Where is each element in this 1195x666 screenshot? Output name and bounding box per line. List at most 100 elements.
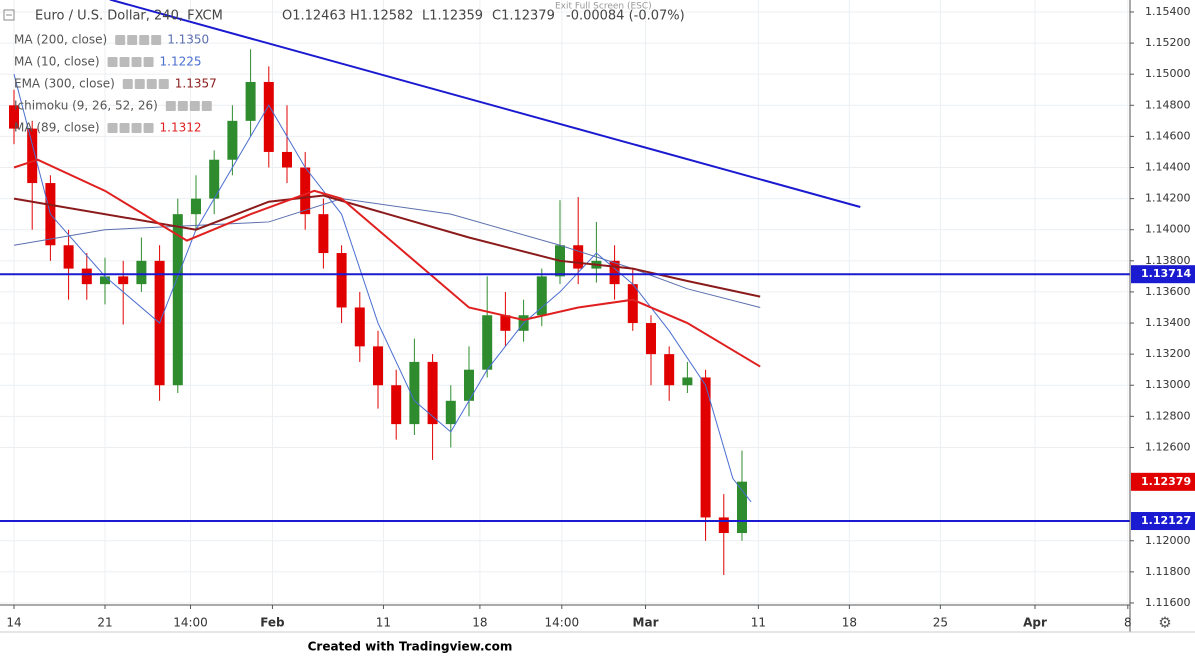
exit-full-screen[interactable]: Exit Full Screen (ESC)	[555, 2, 652, 12]
y-tick-label: 1.14600	[1145, 129, 1191, 142]
candle-body	[609, 260, 620, 285]
legend-button[interactable]	[107, 57, 118, 67]
candle-body	[354, 307, 365, 347]
candle-body	[281, 151, 292, 168]
legend-button[interactable]	[201, 101, 212, 111]
candle-body	[336, 253, 347, 308]
legend-button[interactable]	[127, 35, 138, 45]
y-tick-label: 1.15400	[1145, 5, 1191, 18]
x-tick-label: Feb	[260, 616, 285, 630]
candle-body	[245, 81, 256, 121]
candle-body	[736, 481, 747, 533]
y-tick-label: 1.15000	[1145, 67, 1191, 80]
candle-body	[664, 354, 675, 386]
footer: Created with Tradingview.com	[308, 640, 513, 654]
candle-body	[409, 361, 420, 425]
ohlc-open: O1.12463	[282, 9, 346, 24]
legend-button[interactable]	[131, 123, 142, 133]
legend-name[interactable]: MA (200, close)	[14, 33, 107, 47]
x-tick-label: 11	[376, 616, 391, 630]
indicator-line	[13, 74, 752, 503]
legend-button[interactable]	[151, 35, 162, 45]
candle-body	[118, 276, 129, 285]
ohlc-close: C1.12379	[492, 9, 555, 24]
legend-button[interactable]	[119, 123, 130, 133]
level-label: 1.13714	[1141, 267, 1191, 280]
legend-button[interactable]	[139, 35, 150, 45]
candle-body	[536, 276, 547, 316]
y-tick-label: 1.14400	[1145, 161, 1191, 174]
legend-button[interactable]	[119, 57, 130, 67]
legend-button[interactable]	[146, 79, 157, 89]
candle-body	[573, 245, 584, 269]
legend-button[interactable]	[189, 101, 200, 111]
y-tick-label: 1.13200	[1145, 347, 1191, 360]
collapse-icon[interactable]	[3, 9, 15, 21]
x-tick-label: 14:00	[545, 616, 580, 630]
candle-body	[209, 159, 220, 199]
legend-name[interactable]: EMA (300, close)	[14, 77, 115, 91]
ohlc-high: H1.12582	[350, 9, 414, 24]
y-tick-label: 1.14000	[1145, 223, 1191, 236]
y-tick-label: 1.11600	[1145, 596, 1191, 609]
indicator-line	[13, 158, 761, 368]
x-tick-label: 18	[472, 616, 487, 630]
ohlc-low: L1.12359	[422, 9, 483, 24]
x-tick-label: 14	[6, 616, 21, 630]
candle-body	[190, 198, 201, 215]
legend-button[interactable]	[134, 79, 145, 89]
symbol[interactable]: Euro / U.S. Dollar, 240, FXCM	[35, 9, 223, 24]
candle-body	[391, 385, 402, 425]
candle-body	[682, 377, 693, 386]
indicator-line	[13, 194, 761, 298]
x-tick-label: Mar	[633, 616, 659, 630]
candle-body	[136, 260, 147, 285]
candle-body	[445, 400, 456, 425]
level-label-bg	[1131, 265, 1195, 284]
candle-body	[700, 377, 711, 518]
y-tick-label: 1.15200	[1145, 36, 1191, 49]
last-price-bg	[1131, 472, 1195, 491]
x-tick-label: Apr	[1023, 616, 1047, 630]
legend-button[interactable]	[165, 101, 176, 111]
x-tick-label: 25	[933, 616, 948, 630]
legend-button[interactable]	[143, 57, 154, 67]
candle-body	[463, 369, 474, 401]
candle-body	[300, 167, 311, 215]
y-tick-label: 1.12800	[1145, 409, 1191, 422]
candle-body	[318, 214, 329, 254]
legend-button[interactable]	[115, 35, 126, 45]
y-tick-label: 1.12000	[1145, 534, 1191, 547]
legend-button[interactable]	[177, 101, 188, 111]
trendline	[109, 0, 861, 208]
legend-value: 1.1312	[160, 121, 202, 135]
legend-button[interactable]	[107, 123, 118, 133]
legend-name[interactable]: MA (10, close)	[14, 55, 100, 69]
legend-value: 1.1225	[160, 55, 202, 69]
legend-button[interactable]	[143, 123, 154, 133]
candle-body	[482, 315, 493, 370]
x-tick-label: 21	[97, 616, 112, 630]
legend-name[interactable]: MA (89, close)	[14, 121, 100, 135]
x-tick-label: 8	[1124, 616, 1132, 630]
candle-body	[63, 245, 74, 269]
candle-body	[645, 323, 656, 355]
legend-name[interactable]: Ichimoku (9, 26, 52, 26)	[14, 99, 158, 113]
last-price-label: 1.12379	[1141, 475, 1191, 488]
y-tick-label: 1.13800	[1145, 254, 1191, 267]
legend-button[interactable]	[131, 57, 142, 67]
candle-body	[372, 346, 383, 386]
level-label: 1.12127	[1141, 514, 1191, 527]
candle-body	[172, 214, 183, 386]
settings-icon[interactable]: ⚙	[1158, 614, 1171, 632]
y-tick-label: 1.12600	[1145, 440, 1191, 453]
candle-body	[427, 361, 438, 425]
candle-body	[8, 105, 19, 129]
legend-button[interactable]	[122, 79, 133, 89]
level-label-bg	[1131, 512, 1195, 531]
legend-button[interactable]	[158, 79, 169, 89]
x-tick-label: 14:00	[173, 616, 208, 630]
candle-body	[81, 268, 92, 285]
